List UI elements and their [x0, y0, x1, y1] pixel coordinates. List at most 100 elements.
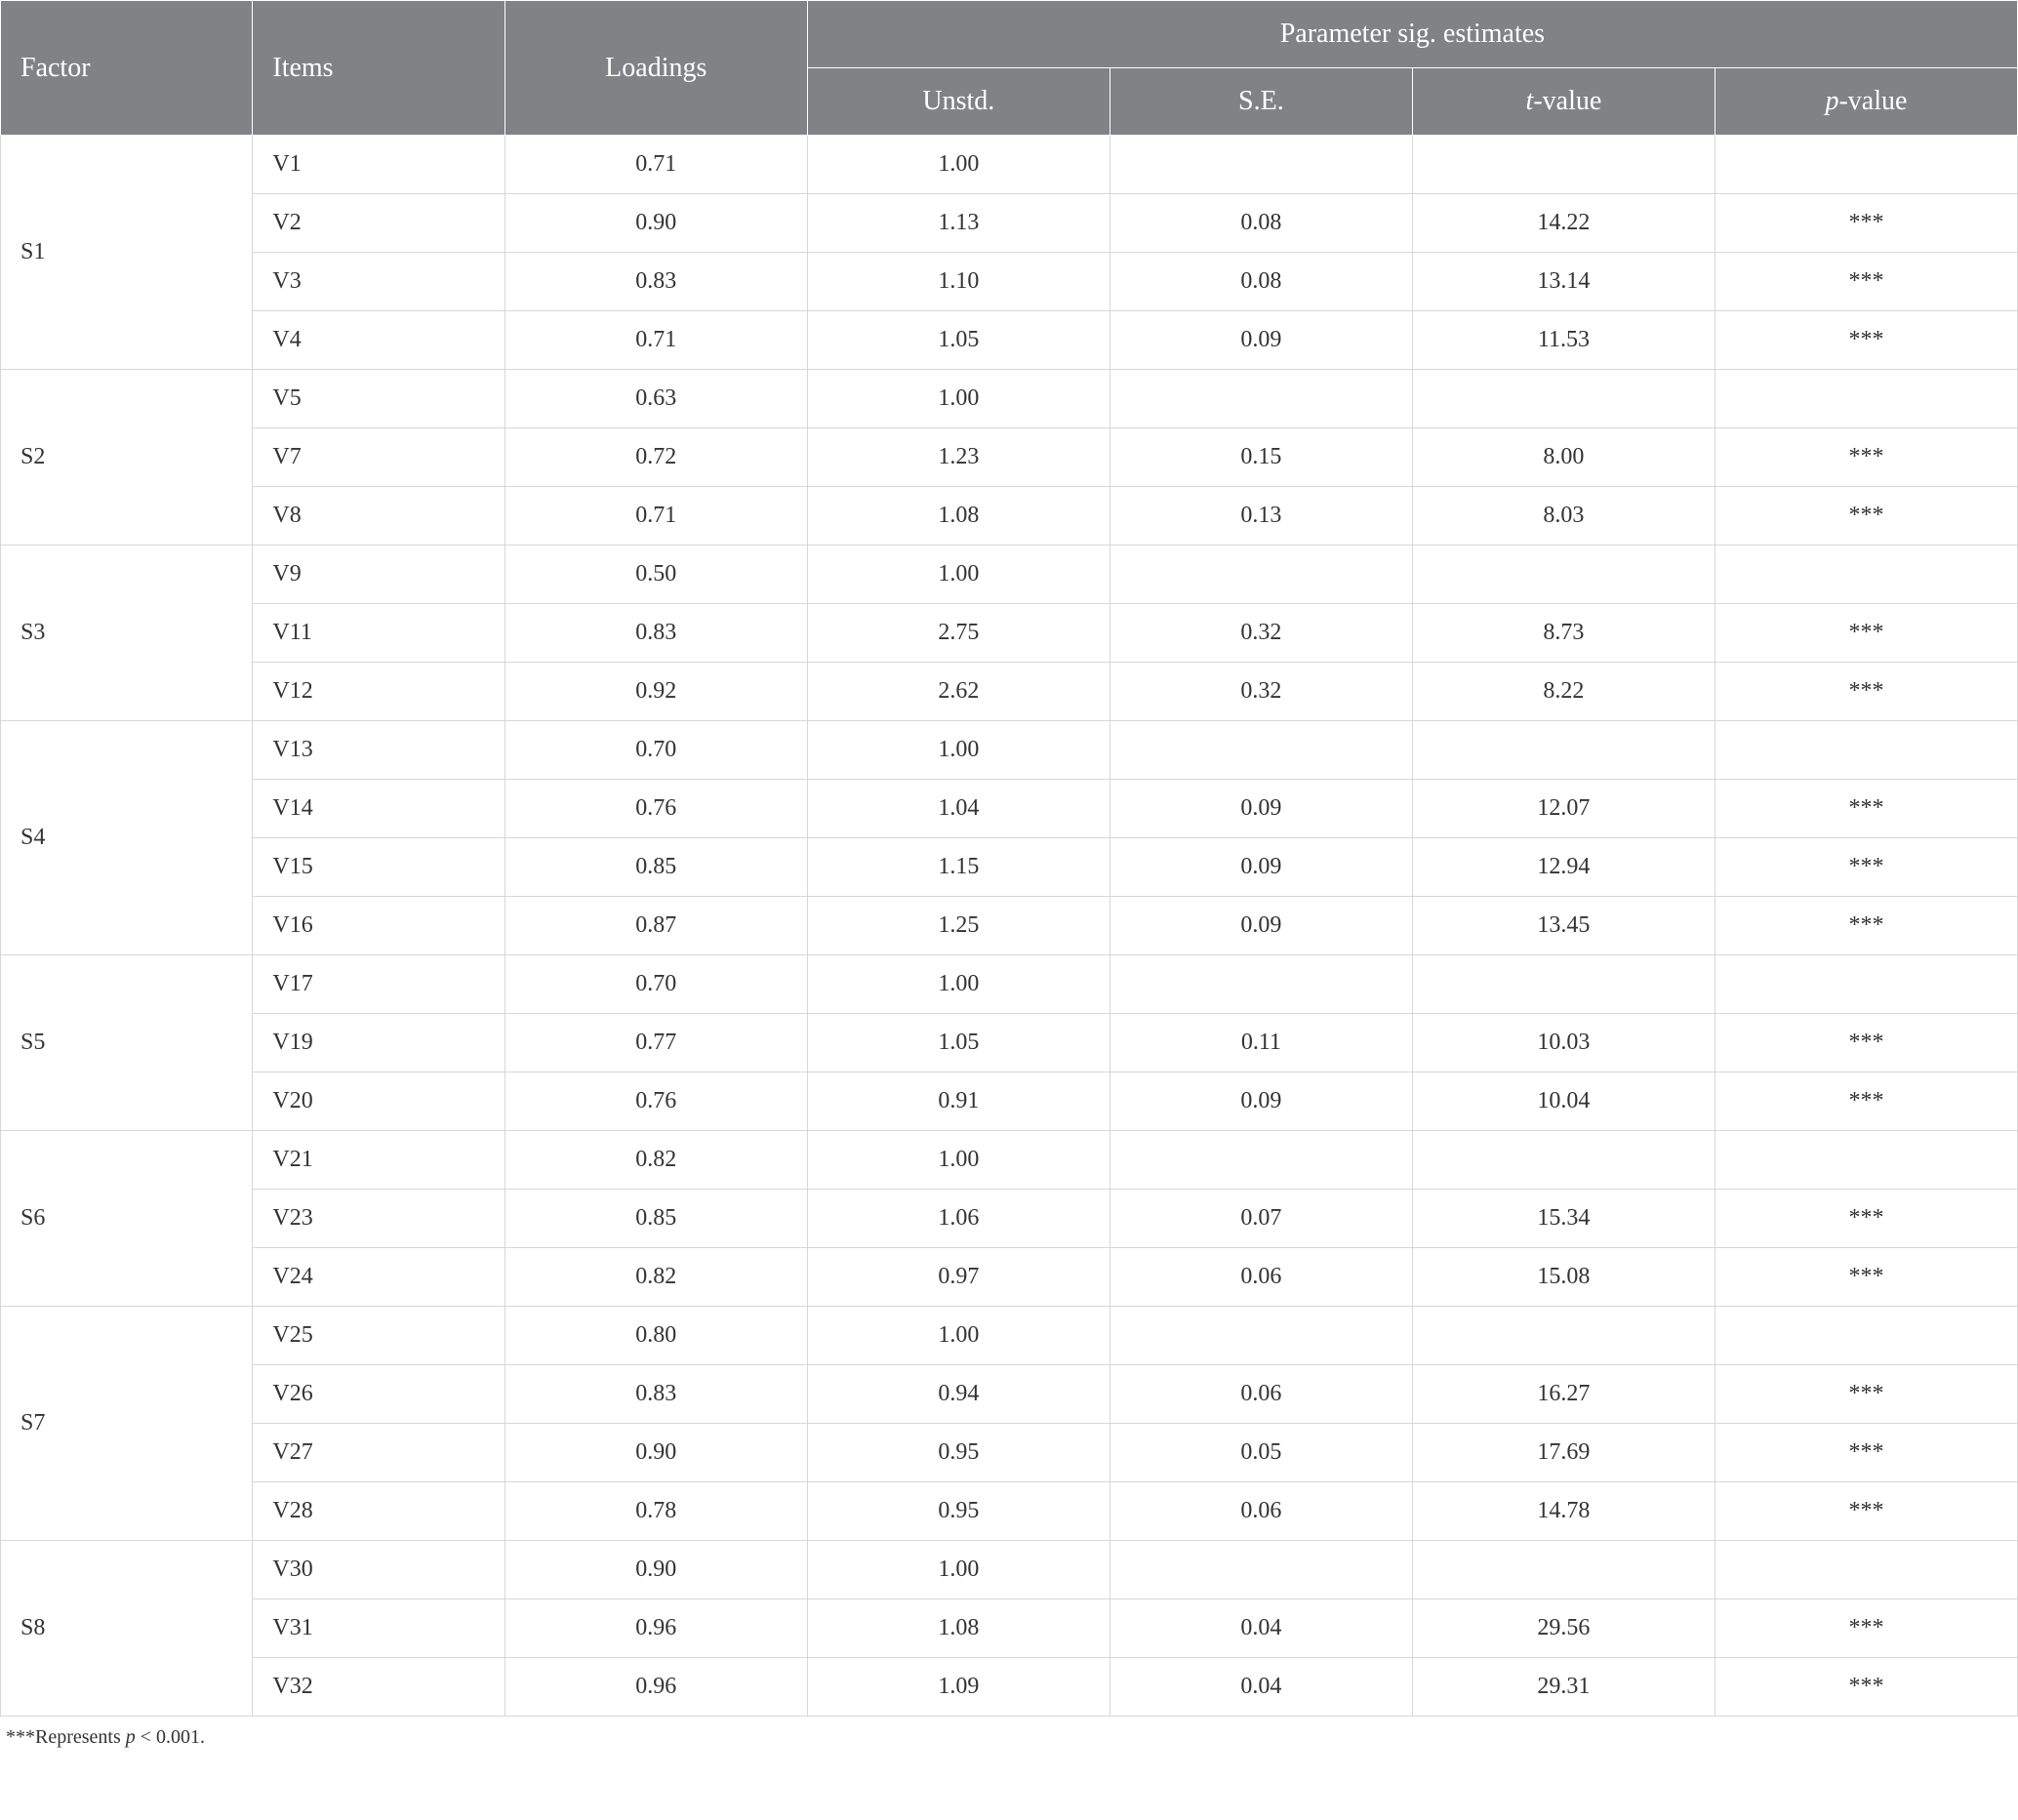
loading-cell: 0.71	[504, 136, 807, 194]
loading-cell: 0.70	[504, 955, 807, 1014]
factor-cell: S3	[1, 546, 253, 721]
loading-cell: 0.72	[504, 428, 807, 487]
pvalue-cell: ***	[1715, 311, 2017, 370]
unstd-cell: 1.25	[807, 897, 1110, 955]
tvalue-cell: 15.34	[1412, 1190, 1715, 1248]
se-cell: 0.32	[1110, 663, 1412, 721]
pvalue-cell: ***	[1715, 1482, 2017, 1541]
table-row: V320.961.090.0429.31***	[1, 1658, 2018, 1717]
footnote-p-letter: p	[126, 1726, 136, 1748]
factor-cell: S1	[1, 136, 253, 370]
tvalue-cell: 12.07	[1412, 780, 1715, 838]
se-cell	[1110, 370, 1412, 428]
pvalue-cell: ***	[1715, 487, 2017, 546]
header-pvalue: p-value	[1715, 68, 2017, 136]
loading-cell: 0.87	[504, 897, 807, 955]
unstd-cell: 1.00	[807, 370, 1110, 428]
se-cell	[1110, 721, 1412, 780]
unstd-cell: 1.06	[807, 1190, 1110, 1248]
item-cell: V4	[253, 311, 504, 370]
tvalue-cell	[1412, 1307, 1715, 1365]
unstd-cell: 1.00	[807, 136, 1110, 194]
factor-cell: S4	[1, 721, 253, 955]
unstd-cell: 1.10	[807, 253, 1110, 311]
tvalue-cell: 8.22	[1412, 663, 1715, 721]
unstd-cell: 1.08	[807, 487, 1110, 546]
item-cell: V3	[253, 253, 504, 311]
tvalue-cell: 11.53	[1412, 311, 1715, 370]
unstd-cell: 1.23	[807, 428, 1110, 487]
loading-cell: 0.90	[504, 1541, 807, 1599]
table-row: S8V300.901.00	[1, 1541, 2018, 1599]
header-p-suffix: -value	[1838, 86, 1907, 116]
item-cell: V8	[253, 487, 504, 546]
factor-cell: S8	[1, 1541, 253, 1717]
tvalue-cell	[1412, 1131, 1715, 1190]
unstd-cell: 1.00	[807, 1541, 1110, 1599]
se-cell: 0.08	[1110, 253, 1412, 311]
unstd-cell: 1.08	[807, 1599, 1110, 1658]
header-items: Items	[253, 1, 504, 136]
se-cell: 0.08	[1110, 194, 1412, 253]
loading-cell: 0.96	[504, 1658, 807, 1717]
se-cell	[1110, 955, 1412, 1014]
tvalue-cell: 14.22	[1412, 194, 1715, 253]
loading-cell: 0.78	[504, 1482, 807, 1541]
tvalue-cell	[1412, 370, 1715, 428]
table-row: V40.711.050.0911.53***	[1, 311, 2018, 370]
loading-cell: 0.82	[504, 1131, 807, 1190]
header-t-suffix: -value	[1533, 86, 1601, 116]
pvalue-cell: ***	[1715, 1599, 2017, 1658]
item-cell: V25	[253, 1307, 504, 1365]
item-cell: V15	[253, 838, 504, 897]
se-cell: 0.09	[1110, 1072, 1412, 1131]
table-body: S1V10.711.00V20.901.130.0814.22***V30.83…	[1, 136, 2018, 1717]
unstd-cell: 1.05	[807, 1014, 1110, 1072]
table-row: S5V170.701.00	[1, 955, 2018, 1014]
pvalue-cell: ***	[1715, 1190, 2017, 1248]
item-cell: V23	[253, 1190, 504, 1248]
unstd-cell: 1.00	[807, 1307, 1110, 1365]
tvalue-cell: 14.78	[1412, 1482, 1715, 1541]
tvalue-cell: 16.27	[1412, 1365, 1715, 1424]
item-cell: V5	[253, 370, 504, 428]
pvalue-cell: ***	[1715, 1014, 2017, 1072]
loading-cell: 0.70	[504, 721, 807, 780]
footnote-suffix: < 0.001.	[136, 1726, 205, 1748]
pvalue-cell	[1715, 721, 2017, 780]
header-p-letter: p	[1825, 86, 1838, 116]
item-cell: V2	[253, 194, 504, 253]
se-cell: 0.13	[1110, 487, 1412, 546]
loading-cell: 0.83	[504, 253, 807, 311]
se-cell: 0.09	[1110, 838, 1412, 897]
se-cell	[1110, 1131, 1412, 1190]
footnote-prefix: Represents	[35, 1726, 126, 1748]
table-row: S3V90.501.00	[1, 546, 2018, 604]
loading-cell: 0.85	[504, 838, 807, 897]
unstd-cell: 0.95	[807, 1482, 1110, 1541]
header-param-group: Parameter sig. estimates	[807, 1, 2017, 68]
se-cell: 0.09	[1110, 897, 1412, 955]
item-cell: V24	[253, 1248, 504, 1307]
unstd-cell: 1.00	[807, 1131, 1110, 1190]
tvalue-cell	[1412, 546, 1715, 604]
pvalue-cell: ***	[1715, 428, 2017, 487]
table-row: V70.721.230.158.00***	[1, 428, 2018, 487]
tvalue-cell: 10.04	[1412, 1072, 1715, 1131]
tvalue-cell	[1412, 721, 1715, 780]
loading-cell: 0.63	[504, 370, 807, 428]
table-row: V190.771.050.1110.03***	[1, 1014, 2018, 1072]
item-cell: V28	[253, 1482, 504, 1541]
se-cell: 0.32	[1110, 604, 1412, 663]
pvalue-cell: ***	[1715, 838, 2017, 897]
table-row: V160.871.250.0913.45***	[1, 897, 2018, 955]
pvalue-cell	[1715, 1541, 2017, 1599]
table-row: V240.820.970.0615.08***	[1, 1248, 2018, 1307]
loading-cell: 0.50	[504, 546, 807, 604]
loading-cell: 0.92	[504, 663, 807, 721]
unstd-cell: 1.15	[807, 838, 1110, 897]
table-row: V200.760.910.0910.04***	[1, 1072, 2018, 1131]
loading-cell: 0.90	[504, 1424, 807, 1482]
factor-cell: S5	[1, 955, 253, 1131]
unstd-cell: 1.00	[807, 721, 1110, 780]
